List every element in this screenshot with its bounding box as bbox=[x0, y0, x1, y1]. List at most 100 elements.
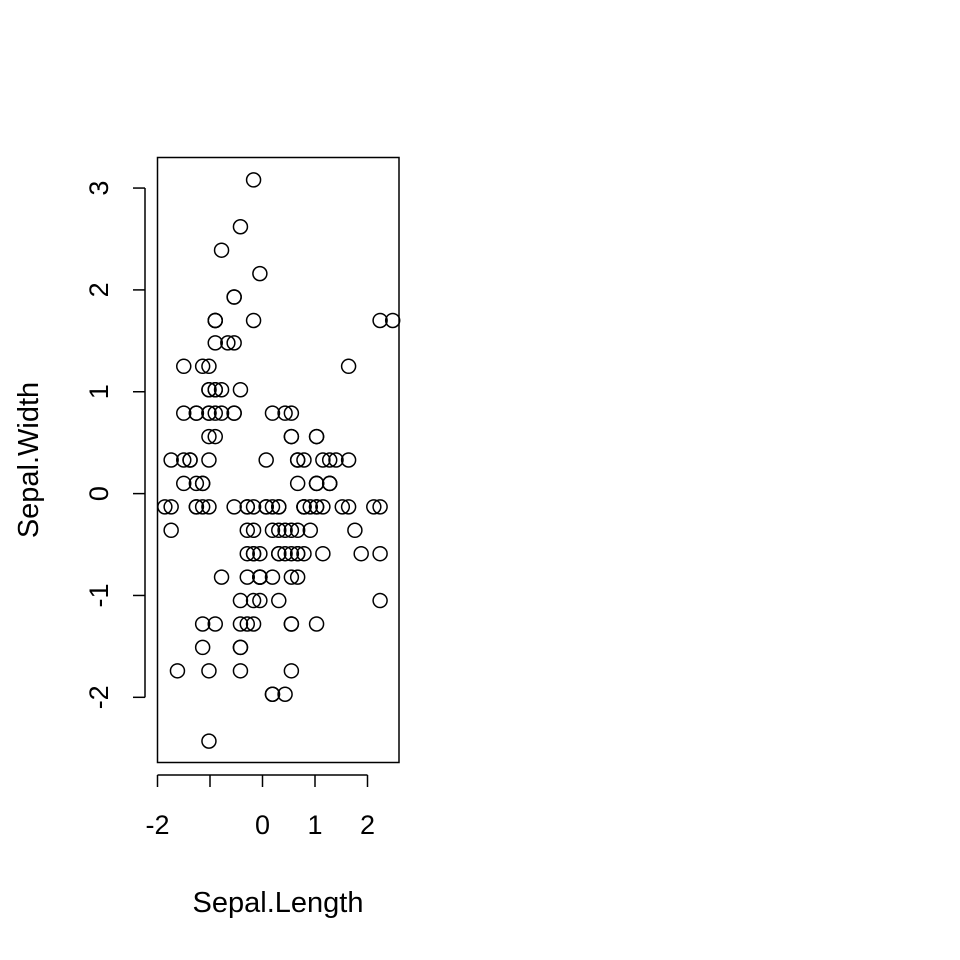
data-point bbox=[289, 452, 306, 468]
data-point bbox=[176, 405, 192, 421]
data-point bbox=[283, 545, 300, 562]
data-point bbox=[302, 499, 319, 515]
data-point bbox=[220, 335, 236, 351]
data-point bbox=[207, 428, 223, 445]
data-point bbox=[277, 545, 293, 562]
data-point bbox=[239, 499, 256, 515]
data-point bbox=[194, 499, 211, 515]
data-point bbox=[264, 569, 281, 585]
data-point bbox=[271, 499, 287, 515]
data-point bbox=[321, 452, 338, 468]
data-point bbox=[366, 499, 382, 515]
x-tick-label: 1 bbox=[307, 810, 322, 840]
data-point bbox=[232, 663, 249, 679]
data-point bbox=[277, 522, 293, 539]
y-tick-label: -2 bbox=[84, 685, 114, 709]
data-point bbox=[207, 405, 223, 421]
data-point bbox=[213, 569, 230, 585]
x-tick-label: 2 bbox=[360, 810, 375, 840]
plot-frame bbox=[156, 156, 400, 764]
data-point bbox=[176, 358, 192, 375]
data-point bbox=[194, 475, 211, 492]
data-point bbox=[283, 616, 300, 632]
data-point bbox=[245, 592, 262, 609]
data-point bbox=[372, 312, 388, 329]
data-point bbox=[283, 569, 300, 585]
data-point bbox=[239, 616, 256, 632]
y-tick-label: -1 bbox=[84, 583, 114, 607]
y-axis-label: Sepal.Width bbox=[13, 382, 45, 538]
data-point bbox=[258, 499, 274, 515]
data-point bbox=[340, 499, 357, 515]
data-point bbox=[176, 452, 192, 468]
data-point bbox=[258, 452, 274, 468]
data-point bbox=[296, 499, 312, 515]
data-point bbox=[289, 545, 306, 562]
data-point bbox=[315, 499, 331, 515]
data-point bbox=[289, 475, 306, 492]
y-tick-label: 1 bbox=[84, 384, 114, 399]
data-point bbox=[245, 499, 262, 515]
y-axis: -2 -1 0 1 2 3 bbox=[84, 181, 146, 709]
data-point bbox=[372, 592, 388, 609]
data-point bbox=[347, 522, 363, 539]
data-point bbox=[308, 475, 325, 492]
data-point bbox=[182, 452, 198, 468]
data-point bbox=[163, 499, 179, 515]
data-point bbox=[213, 381, 230, 398]
data-point bbox=[201, 452, 217, 468]
data-point bbox=[283, 663, 300, 679]
data-point bbox=[353, 545, 369, 562]
data-point bbox=[252, 265, 268, 282]
data-point bbox=[239, 545, 256, 562]
data-point bbox=[207, 312, 223, 329]
data-point bbox=[340, 452, 357, 468]
data-point bbox=[245, 172, 262, 188]
data-point bbox=[176, 475, 192, 492]
data-point bbox=[226, 335, 242, 351]
data-point bbox=[289, 522, 306, 539]
data-point bbox=[207, 381, 223, 398]
data-point bbox=[232, 219, 249, 235]
data-point bbox=[201, 381, 217, 398]
data-point bbox=[340, 358, 357, 375]
data-point bbox=[321, 475, 338, 492]
data-point bbox=[188, 499, 205, 515]
data-point bbox=[169, 663, 186, 679]
data-point bbox=[245, 545, 262, 562]
data-point bbox=[201, 358, 217, 375]
data-point bbox=[232, 639, 249, 656]
data-point bbox=[328, 452, 344, 468]
data-point bbox=[296, 545, 312, 562]
data-point bbox=[188, 475, 205, 492]
data-point bbox=[308, 616, 325, 632]
y-tick-label: 2 bbox=[84, 282, 114, 297]
data-point bbox=[201, 428, 217, 445]
data-point bbox=[232, 381, 249, 398]
data-point bbox=[213, 242, 230, 258]
data-point bbox=[252, 545, 268, 562]
y-tick-label: 0 bbox=[84, 486, 114, 501]
data-point bbox=[372, 545, 388, 562]
data-point bbox=[232, 592, 249, 609]
data-point bbox=[252, 592, 268, 609]
data-point bbox=[264, 499, 281, 515]
data-point bbox=[308, 499, 325, 515]
data-point bbox=[213, 405, 230, 421]
data-point bbox=[264, 686, 281, 703]
y-tick-label: 3 bbox=[84, 181, 114, 196]
data-point bbox=[315, 545, 331, 562]
data-point bbox=[239, 522, 256, 539]
data-point bbox=[271, 592, 287, 609]
data-point bbox=[315, 452, 331, 468]
data-point bbox=[201, 733, 217, 749]
x-axis-label: Sepal.Length bbox=[193, 887, 364, 919]
data-point bbox=[283, 405, 300, 421]
data-point bbox=[289, 569, 306, 585]
data-point bbox=[194, 616, 211, 632]
data-point bbox=[283, 522, 300, 539]
data-point bbox=[245, 616, 262, 632]
x-axis: -2 0 1 2 bbox=[145, 774, 375, 840]
data-point bbox=[308, 428, 325, 445]
